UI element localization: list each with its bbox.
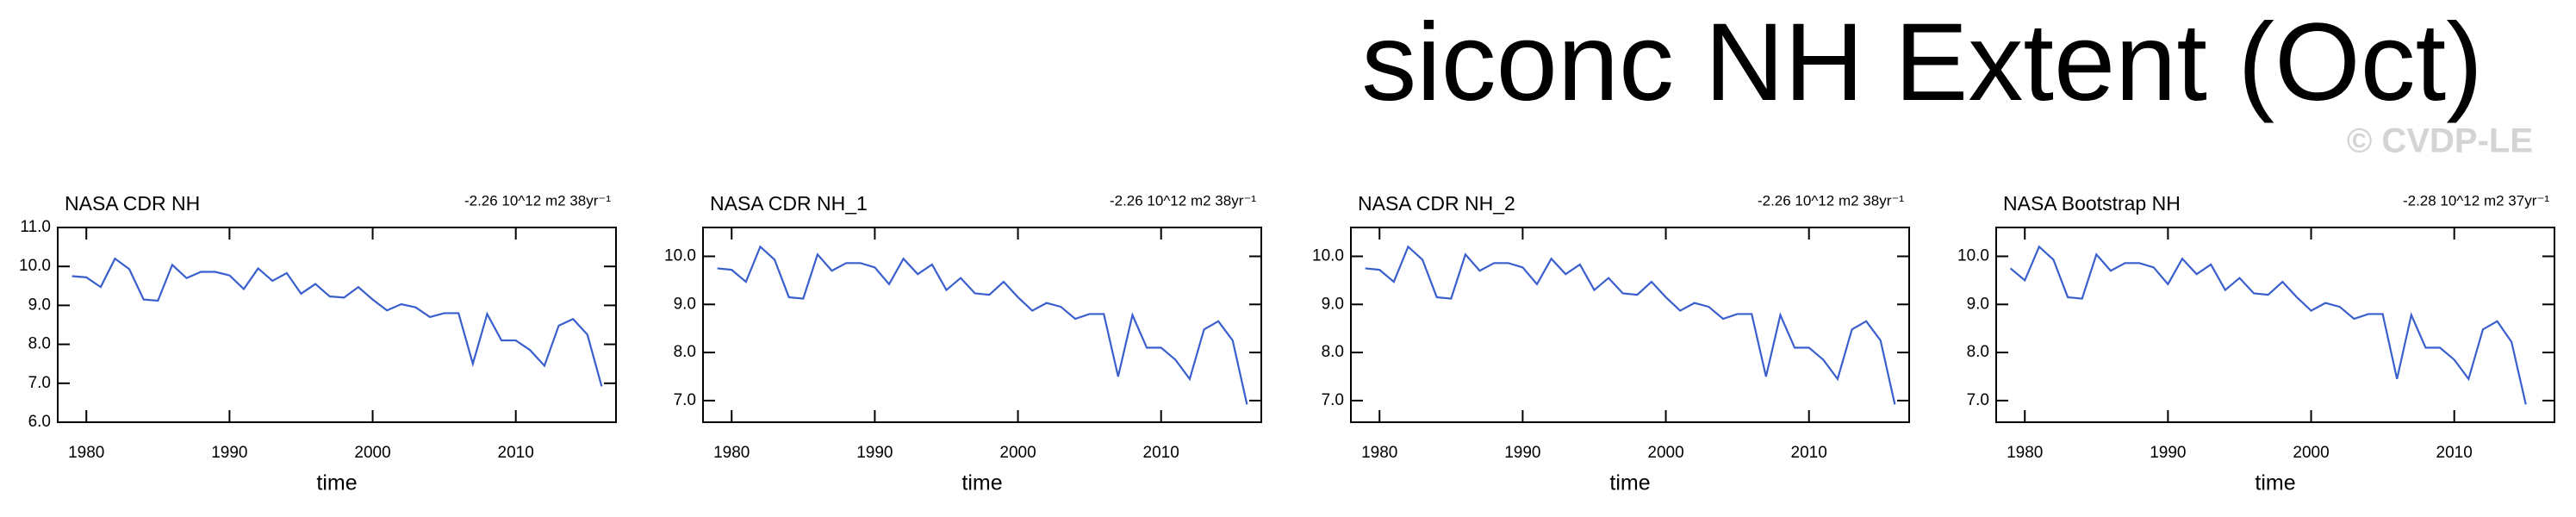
data-line (717, 245, 1248, 405)
data-line (1365, 245, 1896, 405)
panel-title: NASA CDR NH (65, 192, 200, 215)
panel-title: NASA CDR NH_2 (1358, 192, 1515, 215)
y-tick-label: 8.0 (1322, 343, 1344, 361)
x-tick-label: 1980 (1361, 444, 1397, 462)
trend-annotation: -2.26 10^12 m2 38yr⁻¹ (464, 192, 611, 209)
plot-frame (57, 227, 617, 423)
watermark: © CVDP-LE (2347, 122, 2533, 160)
x-tick-label: 1990 (1504, 444, 1540, 462)
x-axis-label: time (2255, 471, 2295, 495)
y-tick-label: 10.0 (1312, 246, 1344, 265)
y-tick-label: 9.0 (1322, 295, 1344, 313)
x-tick-label: 2010 (1791, 444, 1827, 462)
x-tick-label: 1990 (2150, 444, 2186, 462)
x-tick-label: 1980 (68, 444, 104, 462)
x-tick-label: 1990 (211, 444, 247, 462)
x-axis-label: time (316, 471, 357, 495)
y-tick-label: 10.0 (664, 246, 696, 265)
x-tick-label: 2010 (1143, 444, 1179, 462)
plot-frame (1995, 227, 2555, 423)
data-line (72, 257, 603, 387)
x-tick-label: 1980 (2007, 444, 2043, 462)
x-tick-label: 1980 (713, 444, 750, 462)
y-tick-label: 7.0 (1967, 391, 1989, 409)
trend-annotation: -2.26 10^12 m2 38yr⁻¹ (1110, 192, 1256, 209)
y-tick-label: 8.0 (1967, 343, 1989, 361)
x-tick-label: 2000 (354, 444, 390, 462)
y-tick-label: 8.0 (28, 335, 51, 353)
y-tick-label: 9.0 (28, 296, 51, 314)
y-tick-label: 7.0 (674, 391, 696, 409)
figure-title: siconc NH Extent (Oct) (1361, 1, 2483, 124)
y-tick-label: 7.0 (28, 374, 51, 392)
y-tick-label: 9.0 (674, 295, 696, 313)
x-tick-label: 2000 (999, 444, 1036, 462)
y-tick-label: 6.0 (28, 413, 51, 431)
y-tick-label: 11.0 (20, 218, 51, 236)
y-tick-label: 7.0 (1322, 391, 1344, 409)
x-tick-label: 1990 (856, 444, 893, 462)
plot-frame (1350, 227, 1910, 423)
data-line (2009, 245, 2527, 405)
panel-title: NASA Bootstrap NH (2003, 192, 2181, 215)
y-tick-label: 9.0 (1967, 295, 1989, 313)
plot-frame (702, 227, 1262, 423)
trend-annotation: -2.28 10^12 m2 37yr⁻¹ (2403, 192, 2549, 209)
x-tick-label: 2000 (2293, 444, 2329, 462)
x-tick-label: 2010 (2436, 444, 2473, 462)
trend-annotation: -2.26 10^12 m2 38yr⁻¹ (1758, 192, 1904, 209)
y-tick-label: 10.0 (1957, 246, 1989, 265)
x-axis-label: time (961, 471, 1002, 495)
x-tick-label: 2000 (1647, 444, 1683, 462)
x-tick-label: 2010 (498, 444, 534, 462)
panel-title: NASA CDR NH_1 (710, 192, 868, 215)
x-axis-label: time (1609, 471, 1650, 495)
y-tick-label: 8.0 (674, 343, 696, 361)
y-tick-label: 10.0 (19, 257, 51, 275)
